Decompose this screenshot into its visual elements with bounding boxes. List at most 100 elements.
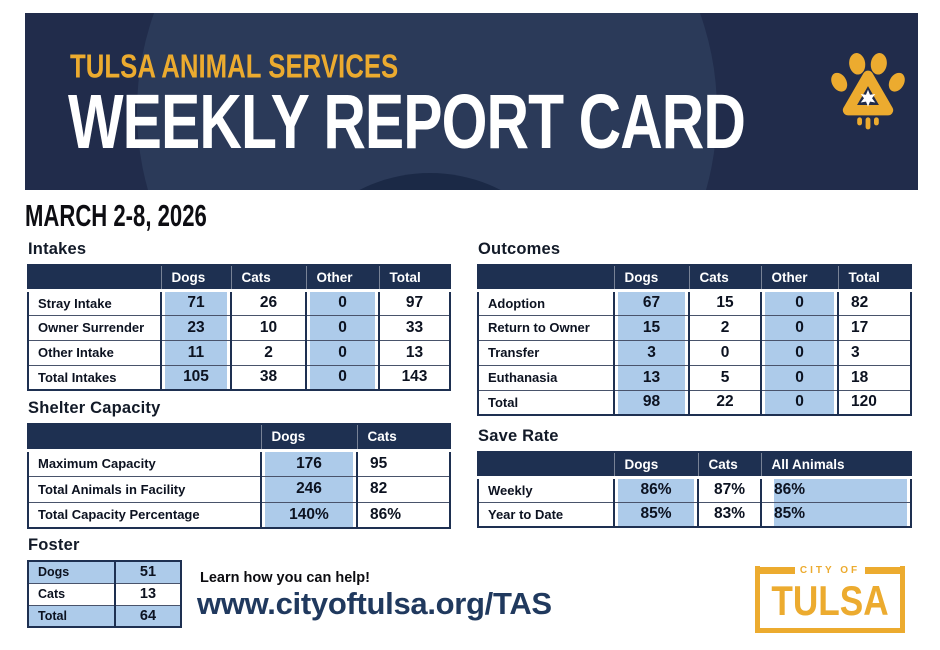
cell: 0 [760,314,838,340]
cell: 13 [613,364,689,390]
cell: 22 [688,389,761,415]
row-label: Owner Surrender [28,314,161,340]
row-label: Cats [28,582,115,605]
table-row: Other Intake 11 2 0 13 [28,339,450,365]
cell: 86% [613,477,698,502]
cell: 2 [688,314,761,340]
cell: 0 [305,314,379,340]
banner-light-circle [137,13,717,190]
row-label: Year to Date [478,501,614,527]
cell: 0 [760,339,838,365]
cell: 15 [688,290,761,315]
header-banner: TULSA ANIMAL SERVICES WEEKLY REPORT CARD [25,13,918,190]
cell: 87% [697,477,761,502]
foster-section: Foster Dogs 51 Cats 13 Total 64 [27,536,182,628]
cell: 140% [260,501,357,528]
header-dogs: Dogs [260,424,357,452]
cell: 67 [613,290,689,315]
cell: 11 [160,339,231,365]
cell: 18 [837,364,911,390]
row-label: Total Animals in Facility [28,475,261,502]
intakes-table: Dogs Cats Other Total Stray Intake 71 26… [27,264,451,391]
cell: 3 [613,339,689,365]
cell: 3 [837,339,911,365]
header-dogs: Dogs [160,265,231,292]
table-row: Total 64 [28,604,181,627]
cell: 51 [114,561,181,583]
row-label: Adoption [488,295,546,311]
row-label: Total [478,389,614,415]
header-other: Other [305,265,379,292]
table-row: Total Intakes 105 38 0 143 [28,364,450,390]
table-row: Year to Date 85% 83% 85% [478,501,911,527]
website-link[interactable]: www.cityoftulsa.org/TAS [197,586,552,621]
outcomes-section: Outcomes Dogs Cats Other Total Adoption … [477,240,912,416]
cell: 0 [760,364,838,390]
table-header-row: Dogs Cats All Animals [478,452,911,479]
cell: 10 [230,314,306,340]
table-row: Total 98 22 0 120 [478,389,911,415]
table-row: Dogs 51 [28,561,181,583]
header-other: Other [760,265,838,292]
shelter-capacity-table: Dogs Cats Maximum Capacity 176 95 Total … [27,423,451,529]
table-row: Transfer 3 0 0 3 [478,339,911,365]
table-row: Adoption 67 15 0 82 [478,290,911,315]
cell: 0 [688,339,761,365]
cell: 26 [230,290,306,315]
foster-table: Dogs 51 Cats 13 Total 64 [27,560,182,628]
cell: 246 [260,475,357,502]
row-label: Return to Owner [478,314,614,340]
table-header-row: Dogs Cats Other Total [28,265,450,292]
cell: 105 [160,364,231,390]
row-label: Dogs [28,561,115,583]
intakes-section: Intakes Dogs Cats Other Total Stray Inta… [27,240,451,391]
cell: 71 [160,290,231,315]
row-label: Stray Intake [38,295,112,311]
row-label: Weekly [488,482,533,498]
cell: 98 [613,389,689,415]
cell: 13 [378,339,450,365]
row-label: Maximum Capacity [38,456,156,471]
cell: 17 [837,314,911,340]
table-row: Maximum Capacity 176 95 [28,450,450,476]
cell: 13 [114,582,181,605]
org-name: TULSA ANIMAL SERVICES [70,48,399,86]
cell: 38 [230,364,306,390]
cell: 2 [230,339,306,365]
header-dogs: Dogs [613,265,689,292]
cell: 86% [356,501,450,528]
cell: 0 [760,290,838,315]
logo-bar-left [760,567,795,574]
foster-title: Foster [28,536,80,554]
header-cats: Cats [230,265,306,292]
shelter-capacity-section: Shelter Capacity Dogs Cats Maximum Capac… [27,399,451,529]
paw-star-icon [831,53,905,130]
logo-top-band: CITY OF [760,565,901,575]
cell: 143 [378,364,450,390]
cell: 85% [760,501,911,527]
date-range: MARCH 2-8, 2026 [25,197,207,234]
cell: 64 [114,604,181,627]
table-row: Owner Surrender 23 10 0 33 [28,314,450,340]
row-label: Total Capacity Percentage [28,501,261,528]
cell: 85% [613,501,698,527]
row-label: Total Intakes [28,364,161,390]
city-of-tulsa-logo: CITY OF TULSA [755,565,905,633]
header-blank [28,265,161,292]
cell: 15 [613,314,689,340]
row-label: Total [28,604,115,627]
cell: 82 [837,290,911,315]
cell: 83% [697,501,761,527]
header-cats: Cats [688,265,761,292]
cell: 0 [305,364,379,390]
outcomes-table: Dogs Cats Other Total Adoption 67 15 0 8… [477,264,912,416]
save-rate-title: Save Rate [478,427,559,445]
header-dogs: Dogs [613,452,698,479]
table-row: Euthanasia 13 5 0 18 [478,364,911,390]
table-header-row: Dogs Cats [28,424,450,452]
save-rate-section: Save Rate Dogs Cats All Animals Weekly 8… [477,427,912,528]
outcomes-title: Outcomes [478,240,561,258]
intakes-title: Intakes [28,240,87,258]
header-total: Total [378,265,450,292]
table-row: Cats 13 [28,582,181,605]
